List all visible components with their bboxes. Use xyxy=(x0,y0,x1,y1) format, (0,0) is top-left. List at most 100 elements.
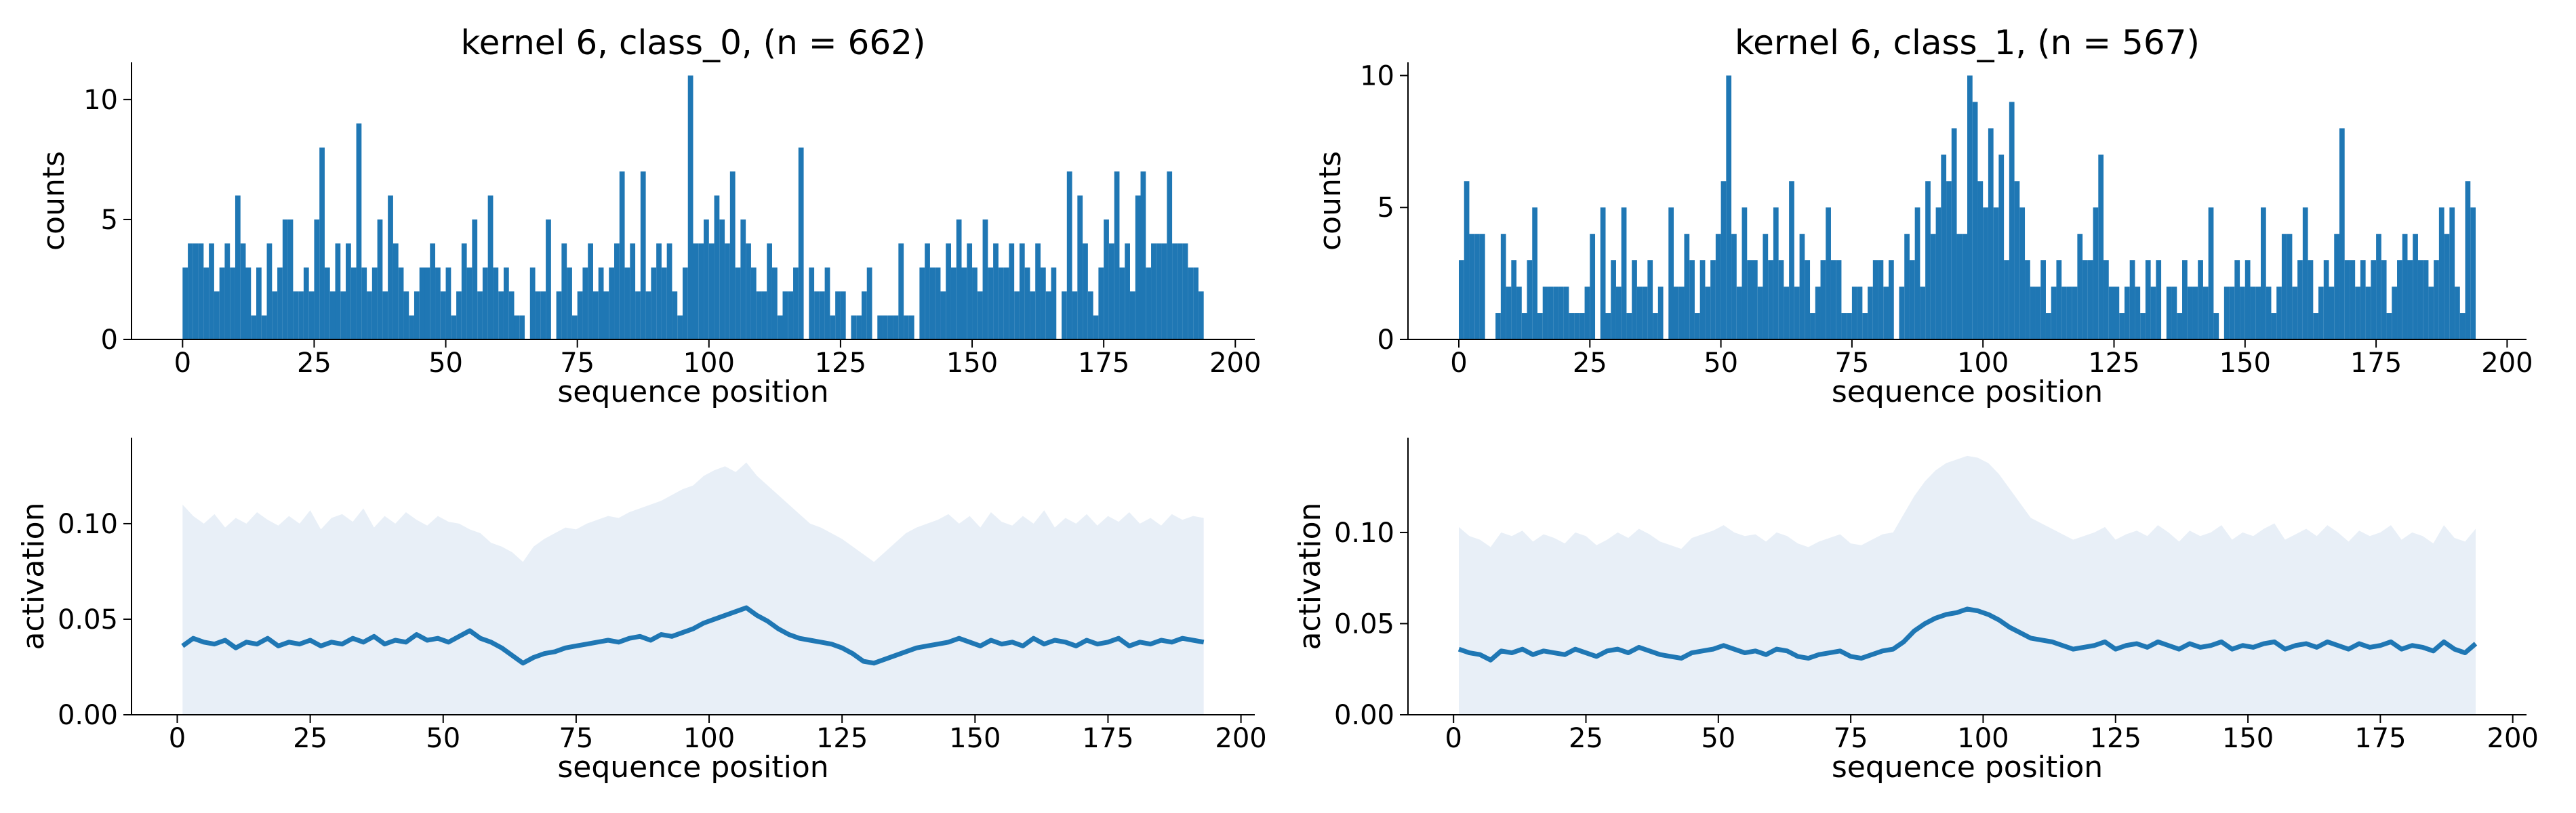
bar xyxy=(1051,267,1057,339)
bar xyxy=(904,315,909,339)
bar xyxy=(346,243,351,339)
bar xyxy=(1527,260,1533,339)
bar xyxy=(861,291,867,339)
bar xyxy=(677,315,683,339)
bar xyxy=(1705,287,1711,339)
bar xyxy=(708,243,715,339)
bar xyxy=(2119,313,2125,339)
bar xyxy=(1830,260,1836,339)
bar xyxy=(2087,260,2093,339)
chart-title: kernel 6, class_1, (n = 567) xyxy=(1735,23,2200,62)
bar xyxy=(1500,234,1506,339)
bar xyxy=(2397,260,2402,339)
bar xyxy=(919,267,925,339)
bar xyxy=(2177,313,2183,339)
bar xyxy=(1935,207,1941,339)
bar xyxy=(1668,207,1674,339)
bar xyxy=(1972,102,1978,339)
bar xyxy=(1826,207,1831,339)
bar xyxy=(824,267,830,339)
bar xyxy=(1098,267,1104,339)
x-tick-label: 75 xyxy=(559,723,593,754)
bar xyxy=(2045,313,2051,339)
bar xyxy=(493,267,499,339)
bar xyxy=(866,267,872,339)
bar xyxy=(1563,287,1569,339)
bar xyxy=(1930,234,1936,339)
bar xyxy=(1511,260,1517,339)
bar xyxy=(1784,287,1790,339)
bar xyxy=(1135,195,1141,339)
bar xyxy=(1946,181,1952,339)
bar xyxy=(1621,207,1627,339)
bar xyxy=(2423,260,2429,339)
bar xyxy=(1857,287,1863,339)
bar xyxy=(1024,267,1030,339)
bar xyxy=(840,291,846,339)
bar xyxy=(482,267,488,339)
bar xyxy=(698,243,704,339)
bar xyxy=(2392,287,2398,339)
bar xyxy=(1726,75,1732,339)
bar xyxy=(1093,315,1099,339)
bar xyxy=(2145,260,2151,339)
y-tick-label: 0.10 xyxy=(1334,518,1394,549)
bar xyxy=(1146,267,1152,339)
bar xyxy=(235,195,241,339)
bar xyxy=(1967,75,1973,339)
bar xyxy=(2444,234,2450,339)
bar xyxy=(788,291,794,339)
bar xyxy=(956,219,962,339)
bar xyxy=(2245,260,2251,339)
bar xyxy=(2376,234,2381,339)
bar xyxy=(1516,287,1522,339)
x-tick-label: 50 xyxy=(1701,723,1735,754)
bar xyxy=(2072,287,2078,339)
bar xyxy=(477,291,483,339)
bar xyxy=(1615,287,1622,339)
bar xyxy=(1459,260,1464,339)
bar xyxy=(2386,313,2392,339)
x-tick-label: 25 xyxy=(293,723,327,754)
bar xyxy=(209,243,214,339)
x-axis-label: sequence position xyxy=(1832,375,2103,409)
bar xyxy=(2192,287,2198,339)
bar xyxy=(571,315,578,339)
bar xyxy=(935,267,941,339)
bar xyxy=(2187,287,2193,339)
x-tick-label: 75 xyxy=(560,348,595,379)
bar xyxy=(1998,154,2005,340)
bar xyxy=(2093,207,2099,339)
bar xyxy=(651,267,657,339)
bar xyxy=(2329,287,2335,339)
bar xyxy=(2182,260,2188,339)
x-tick-label: 50 xyxy=(428,348,463,379)
bar xyxy=(624,267,630,339)
bar xyxy=(682,267,688,339)
x-tick-label: 50 xyxy=(426,723,460,754)
bar xyxy=(1836,260,1842,339)
bar xyxy=(1847,313,1852,339)
bar xyxy=(1626,313,1632,339)
x-tick-label: 0 xyxy=(169,723,186,754)
bar xyxy=(1104,219,1109,339)
bar xyxy=(1899,287,1905,339)
bar xyxy=(371,267,378,339)
bar xyxy=(1841,313,1847,339)
bar xyxy=(2229,287,2235,339)
bar xyxy=(451,315,457,339)
bar xyxy=(746,243,751,339)
bar xyxy=(445,267,451,339)
bar xyxy=(1072,291,1078,339)
bar xyxy=(2114,287,2120,339)
bar xyxy=(529,267,536,339)
bar xyxy=(329,291,336,339)
bar xyxy=(298,291,304,339)
bar xyxy=(2334,234,2339,339)
bar xyxy=(619,171,625,339)
bar xyxy=(2198,260,2203,339)
x-tick-label: 75 xyxy=(1834,723,1868,754)
bar xyxy=(793,267,799,339)
bar xyxy=(1768,260,1773,339)
bar xyxy=(1778,260,1784,339)
